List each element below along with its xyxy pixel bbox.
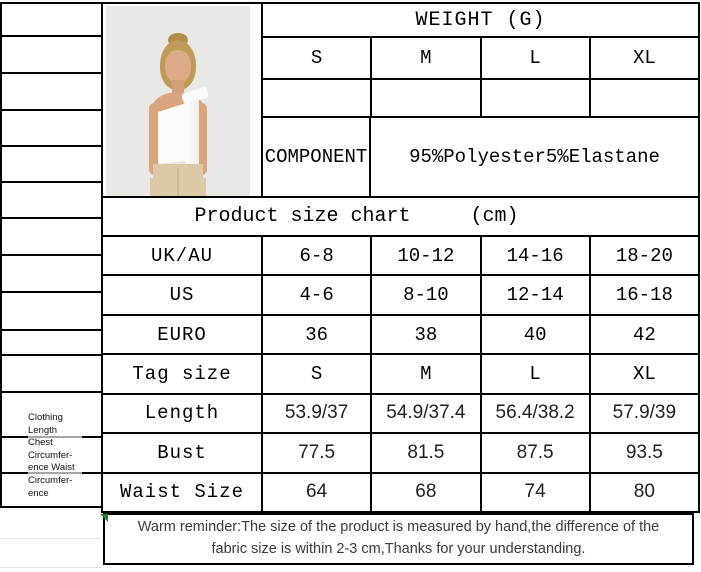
warm-reminder-line1: Warm reminder:The size of the product is… <box>137 519 660 536</box>
row-label: UK/AU <box>103 237 263 275</box>
size-header-l: L <box>482 38 591 78</box>
row-label: Bust <box>103 434 263 472</box>
product-photo <box>106 6 250 196</box>
row-label: EURO <box>103 315 263 354</box>
row-value: 8-10 <box>372 276 482 314</box>
table-row-tag-size: Tag size S M L XL <box>103 355 698 395</box>
spreadsheet-cell <box>2 356 101 393</box>
table-row-us: US 4-6 8-10 12-14 16-18 <box>103 276 698 316</box>
model-face <box>165 50 191 84</box>
spreadsheet-cell <box>2 111 101 147</box>
table-row-euro: EURO 36 38 40 42 <box>103 315 698 356</box>
spreadsheet-gridline <box>0 567 101 568</box>
weight-values-row <box>263 80 698 118</box>
spreadsheet-cell <box>2 183 101 219</box>
weight-section: WEIGHT (G) S M L XL COMPONENT 95%Polyest… <box>103 4 698 198</box>
row-value: 81.5 <box>372 434 482 472</box>
weight-value-cell <box>263 80 373 116</box>
table-row-bust: Bust 77.5 81.5 87.5 93.5 <box>103 434 698 474</box>
weight-value-cell <box>591 80 698 116</box>
product-image-cell <box>103 4 263 196</box>
row-value: XL <box>632 362 656 385</box>
row-value: 6-8 <box>263 237 373 275</box>
row-value: 40 <box>482 315 591 354</box>
row-value: 93.5 <box>625 441 663 463</box>
row-value: 57.9/39 <box>612 402 677 424</box>
model-right-arm <box>196 103 207 175</box>
spreadsheet-cell <box>2 474 101 508</box>
row-label: Waist Size <box>103 473 263 511</box>
row-value: 36 <box>263 315 373 354</box>
row-value: S <box>263 355 373 393</box>
component-label: COMPONENT <box>263 118 371 196</box>
weight-title: WEIGHT (G) <box>263 4 698 38</box>
row-value: 56.4/38.2 <box>482 394 591 433</box>
row-value: 87.5 <box>482 434 591 472</box>
size-header-xl: XL <box>632 47 656 69</box>
warm-reminder: Warm reminder:The size of the product is… <box>103 513 694 565</box>
table-row-waist-size: Waist Size 64 68 74 80 <box>103 473 698 511</box>
row-label: Tag size <box>103 355 263 393</box>
row-value: 53.9/37 <box>263 394 373 433</box>
row-value: 77.5 <box>263 434 373 472</box>
size-header-m: M <box>372 38 482 78</box>
row-value: L <box>482 355 591 393</box>
row-label: Length <box>103 394 263 433</box>
model-left-arm <box>149 103 160 175</box>
row-value: 12-14 <box>482 276 591 314</box>
weight-value-cell <box>482 80 591 116</box>
size-header-row: S M L XL <box>263 38 698 80</box>
row-value: 38 <box>372 315 482 354</box>
warm-reminder-line2: fabric size is within 2-3 cm,Thanks for … <box>211 541 586 557</box>
row-value: 80 <box>633 481 655 503</box>
spreadsheet-cell <box>2 37 101 74</box>
spreadsheet-cell <box>2 293 101 331</box>
spreadsheet-cell <box>2 74 101 111</box>
row-value: 18-20 <box>615 244 673 267</box>
component-row: COMPONENT 95%Polyester5%Elastane <box>263 118 698 196</box>
row-value: 68 <box>372 473 482 511</box>
spreadsheet-cell <box>2 256 101 293</box>
measurement-note: Clothing Length Chest Circumfer- ence Wa… <box>28 412 82 501</box>
row-value: 54.9/37.4 <box>372 394 482 433</box>
component-value: 95%Polyester5%Elastane <box>409 146 660 168</box>
row-label: US <box>103 276 263 314</box>
weight-value-cell <box>372 80 482 116</box>
spreadsheet-error-marker <box>100 514 108 522</box>
spreadsheet-cell <box>2 331 101 356</box>
row-value: 64 <box>263 473 373 511</box>
row-value: 74 <box>482 473 591 511</box>
size-header-s: S <box>263 38 373 78</box>
spreadsheet-cell <box>2 147 101 183</box>
row-value: 16-18 <box>615 284 673 307</box>
trouser-crease <box>177 168 179 196</box>
spreadsheet-gridline <box>0 538 101 539</box>
row-value: 42 <box>632 323 656 346</box>
table-row-uk-au: UK/AU 6-8 10-12 14-16 18-20 <box>103 237 698 277</box>
table-row-length: Length 53.9/37 54.9/37.4 56.4/38.2 57.9/… <box>103 394 698 435</box>
size-chart-title: Product size chart (cm) <box>103 198 698 237</box>
row-value: 10-12 <box>372 237 482 275</box>
white-asymmetric-top <box>158 99 199 171</box>
row-value: M <box>372 355 482 393</box>
row-value: 4-6 <box>263 276 373 314</box>
size-table: WEIGHT (G) S M L XL COMPONENT 95%Polyest… <box>101 2 700 513</box>
spreadsheet-cell <box>2 4 101 37</box>
spreadsheet-cell <box>2 219 101 256</box>
row-value: 14-16 <box>482 237 591 275</box>
